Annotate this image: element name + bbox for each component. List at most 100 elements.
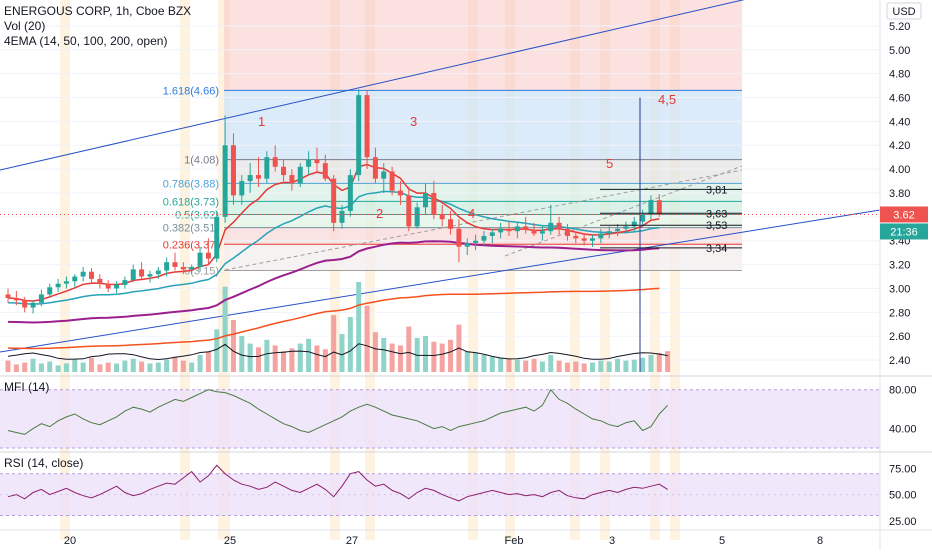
candle-body: [38, 294, 44, 303]
candle-body: [222, 145, 228, 217]
volume-bar: [448, 339, 454, 372]
channel-lower-line: [0, 209, 881, 353]
price-level-label: 3,53: [706, 220, 727, 232]
candle-body: [531, 229, 537, 234]
candle-body: [172, 262, 178, 267]
candle-body: [80, 271, 86, 277]
rsi-line: [7, 464, 668, 502]
last-price-tag: [880, 206, 928, 223]
candle-body: [89, 271, 94, 279]
price-tick-label: 2.60: [889, 331, 910, 343]
fib-band: [224, 183, 742, 202]
volume-bar: [239, 336, 245, 372]
candle-body: [640, 214, 646, 222]
volume-bar: [598, 360, 604, 372]
candle-body: [197, 252, 203, 267]
ema-indicator-label[interactable]: 4EMA (14, 50, 100, 200, open): [4, 34, 168, 48]
volume-bar: [63, 363, 69, 372]
volume-bar: [339, 334, 345, 372]
volume-bar: [172, 356, 178, 372]
time-tick-label: Feb: [505, 535, 524, 547]
volume-indicator-label[interactable]: Vol (20): [4, 19, 46, 33]
volume-bar: [389, 343, 395, 372]
candle-body: [189, 266, 195, 270]
candle-body: [381, 171, 387, 179]
time-tick-label: 27: [346, 535, 358, 547]
mfi-line: [7, 388, 669, 435]
currency-label: USD: [892, 6, 915, 18]
candle-body: [389, 171, 395, 191]
candle-body: [397, 190, 403, 196]
candle-body: [347, 175, 353, 211]
candle-body: [230, 145, 236, 196]
volume-bar: [30, 358, 36, 372]
fib-level-label: 0.382(3.51): [163, 223, 219, 235]
volume-bar: [72, 359, 78, 372]
price-level-label: 3,81: [706, 184, 727, 196]
candle-body: [55, 283, 61, 288]
volume-bar: [439, 343, 445, 372]
volume-bar: [80, 362, 86, 372]
volume-bar: [640, 357, 646, 372]
candle-body: [97, 278, 103, 284]
candle-body: [615, 228, 621, 232]
candle-body: [289, 175, 295, 184]
candle-body: [556, 222, 562, 229]
price-tick-label: 4.00: [889, 164, 910, 176]
candle-body: [439, 214, 445, 220]
candle-body: [47, 287, 53, 295]
volume-bar: [205, 351, 211, 372]
volume-bar: [397, 345, 403, 372]
volume-bar: [473, 353, 479, 372]
candle-body: [581, 238, 587, 241]
candle-body: [406, 195, 412, 227]
candle-body: [473, 240, 479, 244]
candle-body: [539, 231, 545, 234]
volume-bar: [573, 361, 579, 372]
rsi-tick-label: 75.00: [889, 463, 917, 475]
volume-bar: [55, 365, 61, 372]
volume-bar: [564, 362, 570, 372]
candle-body: [506, 228, 512, 232]
volume-bar: [180, 360, 186, 372]
volume-bar: [230, 319, 236, 372]
volume-bar: [581, 363, 587, 372]
fib-extension-zone: [224, 0, 742, 91]
fib-level-label: 1.618(4.66): [163, 85, 219, 97]
ema-200-line: [7, 287, 660, 350]
price-tick-label: 4.80: [889, 69, 910, 81]
candle-body: [72, 276, 78, 282]
wave-label: 1: [258, 114, 265, 129]
volume-bar: [155, 362, 161, 372]
volume-bar: [631, 359, 637, 372]
volume-bar: [47, 361, 53, 372]
candle-body: [414, 207, 420, 227]
fib-level-label: 1(4.08): [184, 155, 219, 167]
mfi-pane-label[interactable]: MFI (14): [4, 380, 50, 394]
price-tick-label: 4.20: [889, 140, 910, 152]
time-tick-label: 8: [817, 535, 823, 547]
volume-bar: [105, 362, 111, 372]
price-tick-label: 4.40: [889, 116, 910, 128]
candle-body: [431, 192, 437, 215]
candle-body: [306, 159, 312, 167]
candle-body: [322, 163, 328, 179]
rsi-pane-label[interactable]: RSI (14, close): [4, 456, 84, 470]
candle-body: [314, 159, 320, 164]
volume-bar: [464, 351, 470, 372]
price-tick-label: 3.80: [889, 188, 910, 200]
candle-body: [631, 221, 637, 227]
price-tick-label: 2.40: [889, 355, 910, 367]
candle-body: [590, 238, 595, 241]
volume-bar: [615, 358, 621, 372]
volume-bar: [139, 361, 145, 372]
candle-body: [489, 232, 495, 236]
volume-bar: [331, 315, 337, 372]
candle-body: [13, 298, 19, 301]
volume-bar: [498, 357, 504, 372]
volume-bar: [489, 356, 495, 372]
countdown-label: 21:36: [890, 226, 918, 238]
candle-body: [331, 178, 337, 223]
